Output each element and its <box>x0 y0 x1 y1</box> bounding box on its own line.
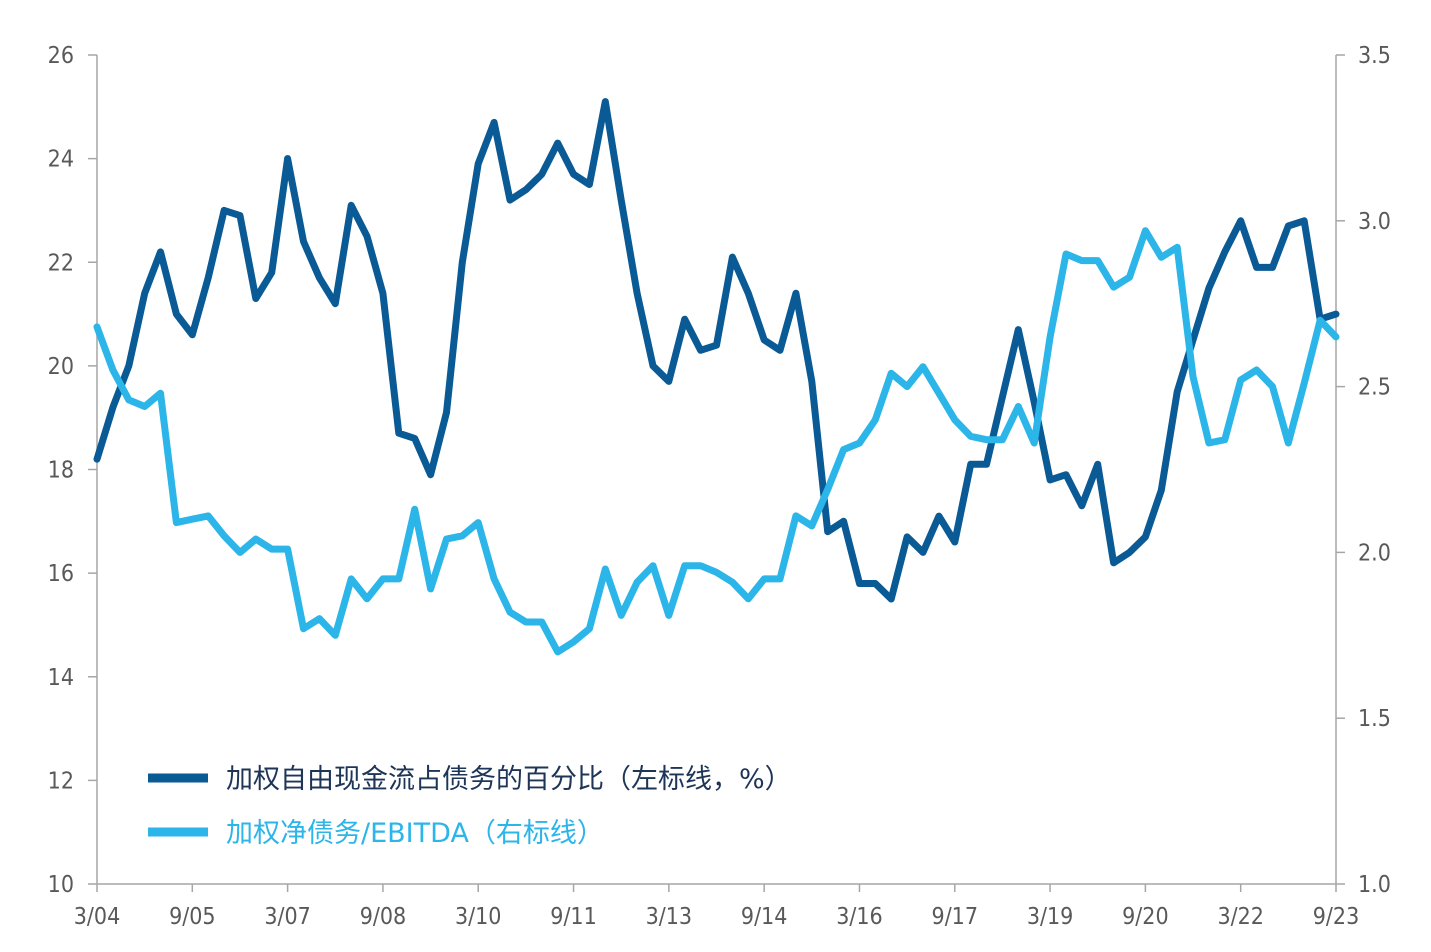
left-y-tick-label: 10 <box>48 872 74 898</box>
legend-label-net-debt-ebitda: 加权净债务/EBITDA（右标线） <box>226 818 604 849</box>
right-y-tick-label: 1.0 <box>1358 872 1391 898</box>
x-tick-label: 9/14 <box>741 904 787 930</box>
legend: 加权自由现金流占债务的百分比（左标线，%） 加权净债务/EBITDA（右标线） <box>148 764 792 849</box>
left-y-tick-label: 26 <box>48 43 74 69</box>
x-tick-label: 9/08 <box>360 904 406 930</box>
x-tick-label: 9/20 <box>1122 904 1168 930</box>
right-y-tick-label: 3.5 <box>1358 43 1391 69</box>
x-tick-label: 3/16 <box>836 904 882 930</box>
x-tick-label: 3/07 <box>264 904 310 930</box>
chart-axes: 10 12 14 16 18 20 22 24 26 1.0 1.5 2.0 2.5 3.0 3.5 3/04… <box>48 43 1391 930</box>
legend-item-free-cash-flow: 加权自由现金流占债务的百分比（左标线，%） <box>148 764 792 795</box>
series-line-free-cash-flow <box>93 98 1340 603</box>
right-y-tick-label: 2.0 <box>1358 540 1391 566</box>
x-tick-label: 3/13 <box>646 904 692 930</box>
series-line-net-debt-ebitda <box>93 227 1340 656</box>
x-tick-label: 3/04 <box>74 904 120 930</box>
series-layer <box>93 98 1340 656</box>
x-tick-label: 9/23 <box>1313 904 1359 930</box>
right-y-tick-label: 3.0 <box>1358 209 1391 235</box>
right-y-tick-label: 2.5 <box>1358 375 1391 401</box>
left-y-tick-label: 16 <box>48 561 74 587</box>
x-tick-label: 9/17 <box>932 904 978 930</box>
legend-item-net-debt-ebitda: 加权净债务/EBITDA（右标线） <box>148 818 604 849</box>
left-y-tick-label: 22 <box>48 250 74 276</box>
left-y-tick-label: 20 <box>48 354 74 380</box>
left-y-tick-label: 24 <box>48 147 74 173</box>
x-tick-label: 3/22 <box>1217 904 1263 930</box>
x-tick-label: 3/19 <box>1027 904 1073 930</box>
x-tick-label: 9/11 <box>550 904 596 930</box>
x-tick-label: 9/05 <box>169 904 215 930</box>
left-y-tick-label: 14 <box>48 665 74 691</box>
right-y-tick-label: 1.5 <box>1358 706 1391 732</box>
x-tick-label: 3/10 <box>455 904 501 930</box>
left-y-tick-label: 18 <box>48 458 74 484</box>
left-y-tick-label: 12 <box>48 768 74 794</box>
legend-label-free-cash-flow: 加权自由现金流占债务的百分比（左标线，%） <box>226 764 792 795</box>
